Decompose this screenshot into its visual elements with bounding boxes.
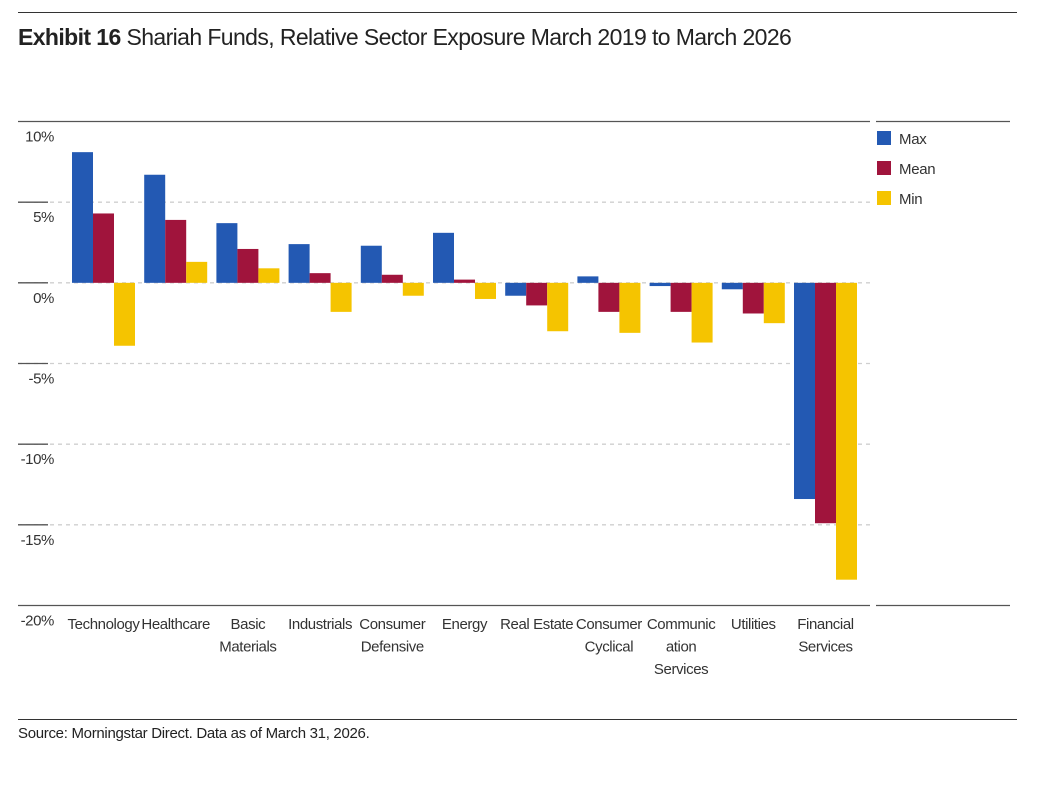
- x-category-label: Technology: [68, 616, 141, 633]
- x-category-label: Industrials: [288, 616, 352, 633]
- bar-min: [619, 282, 641, 333]
- bar-max: [216, 223, 238, 283]
- bar-max: [433, 232, 454, 283]
- legend-label-mean: Mean: [899, 161, 935, 178]
- y-tick-label: 10%: [25, 129, 54, 146]
- x-category-label-line: Technology: [68, 616, 141, 633]
- bar-max: [360, 245, 382, 283]
- x-category-label-line: Services: [798, 639, 852, 656]
- bar-min: [186, 261, 208, 283]
- x-category-label: Consumer Cyclical: [576, 616, 642, 656]
- top-rule: [18, 12, 1017, 13]
- legend-swatch-max: [877, 131, 891, 145]
- legend-swatch-min: [877, 191, 891, 205]
- chart-title: Exhibit 16 Shariah Funds, Relative Secto…: [18, 24, 792, 51]
- x-category-label-line: Materials: [219, 639, 276, 656]
- legend-label-max: Max: [899, 131, 927, 148]
- bar-min: [475, 282, 496, 299]
- x-category-label: Communic ation Services: [647, 616, 716, 678]
- x-category-label-line: Energy: [442, 616, 488, 633]
- bar-mean: [670, 282, 692, 312]
- y-tick-label: -10%: [21, 451, 54, 468]
- bar-mean: [742, 282, 764, 314]
- y-tick-label: 0%: [33, 290, 54, 307]
- bar-mean: [598, 282, 620, 312]
- bar-min: [114, 282, 135, 346]
- bottom-rule: [18, 719, 1017, 720]
- y-tick-label: 5%: [33, 209, 54, 226]
- x-category-label-line: Cyclical: [585, 639, 634, 656]
- x-category-label-line: Utilities: [731, 616, 776, 633]
- bar-mean: [381, 274, 403, 283]
- bar-mean: [526, 282, 548, 306]
- x-category-label: Consumer Defensive: [359, 616, 425, 656]
- legend-swatch-mean: [877, 161, 891, 175]
- x-category-label: Basic Materials: [219, 616, 276, 656]
- x-category-label: Real Estate: [500, 616, 573, 633]
- bar-min: [330, 282, 352, 312]
- bar-max: [794, 282, 815, 500]
- x-category-label: Utilities: [731, 616, 776, 633]
- y-tick-label: -5%: [29, 371, 55, 388]
- y-tick-label: -20%: [21, 613, 54, 630]
- bar-min: [691, 282, 713, 343]
- bar-mean: [165, 219, 187, 283]
- x-category-label-line: Industrials: [288, 616, 352, 633]
- bar-mean: [815, 282, 836, 524]
- bar-min: [547, 282, 569, 332]
- bar-min: [836, 282, 857, 580]
- x-category-label: Financial Services: [797, 616, 853, 656]
- x-category-label-line: Real Estate: [500, 616, 573, 633]
- x-category-label-line: Healthcare: [141, 616, 210, 633]
- x-category-label-line: Financial: [797, 616, 853, 633]
- bar-min: [763, 282, 785, 324]
- x-category-label-line: Communic: [647, 616, 716, 633]
- bar-mean: [93, 213, 114, 283]
- x-category-label-line: Basic: [231, 616, 267, 633]
- bar-min: [402, 282, 424, 296]
- bar-max: [721, 282, 743, 290]
- exhibit-label: Exhibit 16: [18, 24, 121, 50]
- bar-max: [577, 276, 599, 283]
- bar-max: [505, 282, 527, 296]
- x-category-label-line: Services: [654, 661, 708, 678]
- legend-label-min: Min: [899, 191, 922, 208]
- bar-mean: [237, 248, 259, 283]
- x-category-label: Energy: [442, 616, 488, 633]
- x-category-label-line: Consumer: [576, 616, 642, 633]
- title-text: Shariah Funds, Relative Sector Exposure …: [126, 24, 792, 50]
- source-note: Source: Morningstar Direct. Data as of M…: [18, 725, 370, 742]
- y-tick-label: -15%: [21, 532, 54, 549]
- bar-mean: [454, 279, 475, 283]
- x-category-label: Healthcare: [141, 616, 210, 633]
- bar-max: [288, 244, 310, 283]
- bar-max: [649, 282, 671, 287]
- bar-min: [258, 268, 280, 283]
- x-category-label-line: ation: [666, 639, 697, 656]
- x-category-label-line: Defensive: [361, 639, 424, 656]
- bar-max: [144, 174, 166, 283]
- x-category-label-line: Consumer: [359, 616, 425, 633]
- bar-max: [72, 152, 93, 283]
- bar-mean: [309, 273, 331, 283]
